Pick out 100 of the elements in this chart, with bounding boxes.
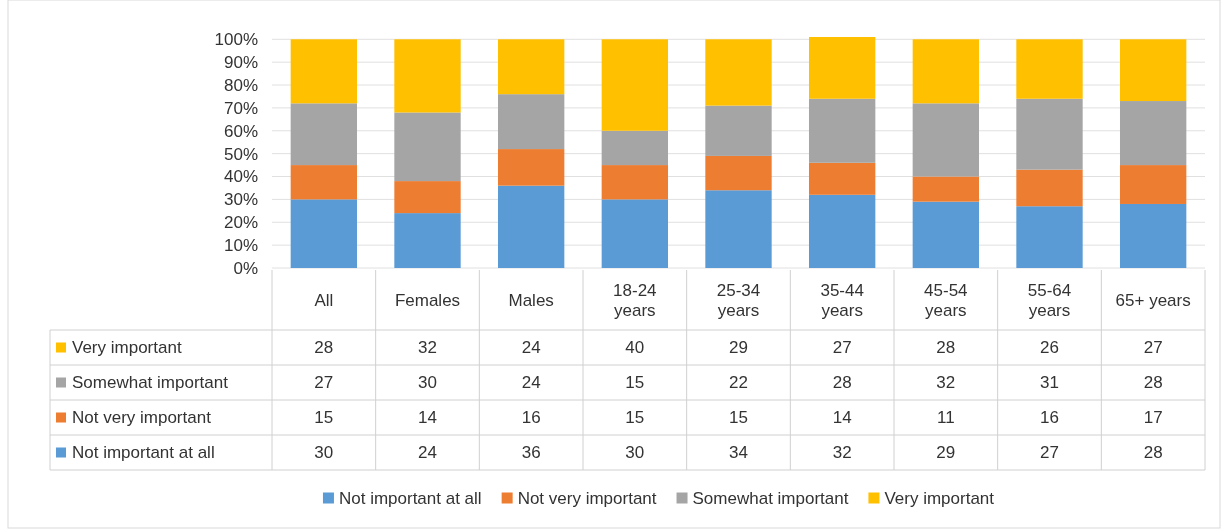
data-label: 28 [1143, 443, 1163, 463]
bar [290, 199, 358, 268]
data-label: 27 [1040, 443, 1059, 463]
bar [394, 39, 461, 113]
bar [290, 39, 358, 104]
x-tick-label: 35-44 years [820, 281, 864, 321]
data-label: 40 [625, 338, 645, 358]
data-label: 26 [1040, 338, 1059, 358]
bar [290, 165, 358, 200]
y-tick-label: 40% [223, 167, 258, 187]
text: Very important [884, 488, 995, 508]
bar [1119, 101, 1187, 166]
bar [808, 194, 876, 268]
data-label: 22 [729, 373, 748, 393]
bar [1016, 206, 1083, 268]
bar [497, 185, 565, 268]
x-tick-label: 25-34 years [716, 281, 761, 321]
legend-label: Not very important [72, 408, 212, 428]
data-label: 15 [625, 373, 645, 393]
data-label: 15 [625, 408, 645, 428]
bar [1119, 203, 1187, 268]
x-tick-label: 18-24 years [613, 281, 657, 321]
data-label: 24 [521, 338, 541, 358]
bar [1016, 39, 1083, 99]
data-label: 28 [832, 373, 852, 393]
x-tick-label: Males [508, 290, 554, 310]
data-label: 36 [521, 443, 541, 463]
data-label: 29 [936, 443, 956, 463]
y-tick-label: 100% [214, 30, 258, 50]
bar [808, 37, 876, 99]
data-label: 16 [1040, 408, 1059, 428]
data-label: 30 [314, 443, 334, 463]
data-label: 17 [1143, 408, 1163, 428]
bar [912, 201, 980, 268]
data-label: 15 [314, 408, 334, 428]
y-tick-label: 70% [223, 98, 258, 118]
bar [912, 103, 980, 177]
bar [601, 199, 669, 268]
data-label: 30 [625, 443, 645, 463]
bar [705, 105, 772, 156]
x-tick-label: 65+ years [1115, 290, 1191, 310]
data-label: 32 [936, 373, 956, 393]
bar [601, 165, 669, 200]
x-tick-label: Females [394, 290, 461, 310]
x-tick-label: 55-64 years [1027, 281, 1072, 321]
text: Somewhat important [692, 488, 849, 508]
bar [394, 112, 461, 182]
data-label: 30 [418, 373, 437, 393]
data-label: 34 [729, 443, 748, 463]
data-label: 24 [418, 443, 437, 463]
legend-label: Somewhat important [72, 373, 229, 393]
data-label: 15 [729, 408, 748, 428]
bar [705, 155, 772, 191]
bar [394, 181, 461, 214]
text: Not very important [517, 488, 657, 508]
bar [290, 103, 358, 166]
bar [705, 190, 772, 268]
bar [808, 162, 876, 195]
data-label: 16 [521, 408, 541, 428]
bar [497, 94, 565, 150]
bar [1119, 39, 1187, 102]
y-tick-label: 0% [233, 258, 258, 278]
data-label: 31 [1040, 373, 1059, 393]
y-tick-label: 10% [223, 236, 258, 256]
y-tick-label: 30% [223, 190, 258, 210]
data-label: 28 [314, 338, 334, 358]
bar [601, 39, 669, 131]
data-label: 27 [832, 338, 852, 358]
bar [497, 149, 565, 186]
text: Not important at all [338, 488, 482, 508]
data-label: 14 [832, 408, 852, 428]
data-label: 11 [937, 408, 955, 428]
bar [497, 39, 565, 95]
data-label: 24 [521, 373, 541, 393]
bar [705, 39, 772, 106]
data-label: 28 [1143, 373, 1163, 393]
y-tick-label: 20% [223, 213, 258, 233]
bar [1016, 169, 1083, 207]
bar [394, 213, 461, 268]
y-tick-label: 50% [223, 144, 258, 164]
data-label: 14 [418, 408, 437, 428]
legend-label: Very important [72, 338, 182, 358]
data-label: 29 [729, 338, 748, 358]
y-tick-label: 80% [223, 75, 258, 95]
bar [601, 130, 669, 166]
legend-label: Not important at all [72, 443, 215, 463]
data-label: 27 [314, 373, 334, 393]
bar [912, 39, 980, 104]
y-tick-label: 90% [223, 53, 258, 73]
x-tick-label: All [314, 290, 334, 310]
data-label: 32 [832, 443, 852, 463]
data-label: 28 [936, 338, 956, 358]
bar [1016, 98, 1083, 170]
bar [912, 176, 980, 202]
data-label: 27 [1143, 338, 1163, 358]
y-tick-label: 60% [223, 121, 258, 141]
bar [1119, 165, 1187, 204]
bar [808, 98, 876, 163]
data-label: 32 [418, 338, 437, 358]
x-tick-label: 45-54 years [924, 281, 968, 321]
